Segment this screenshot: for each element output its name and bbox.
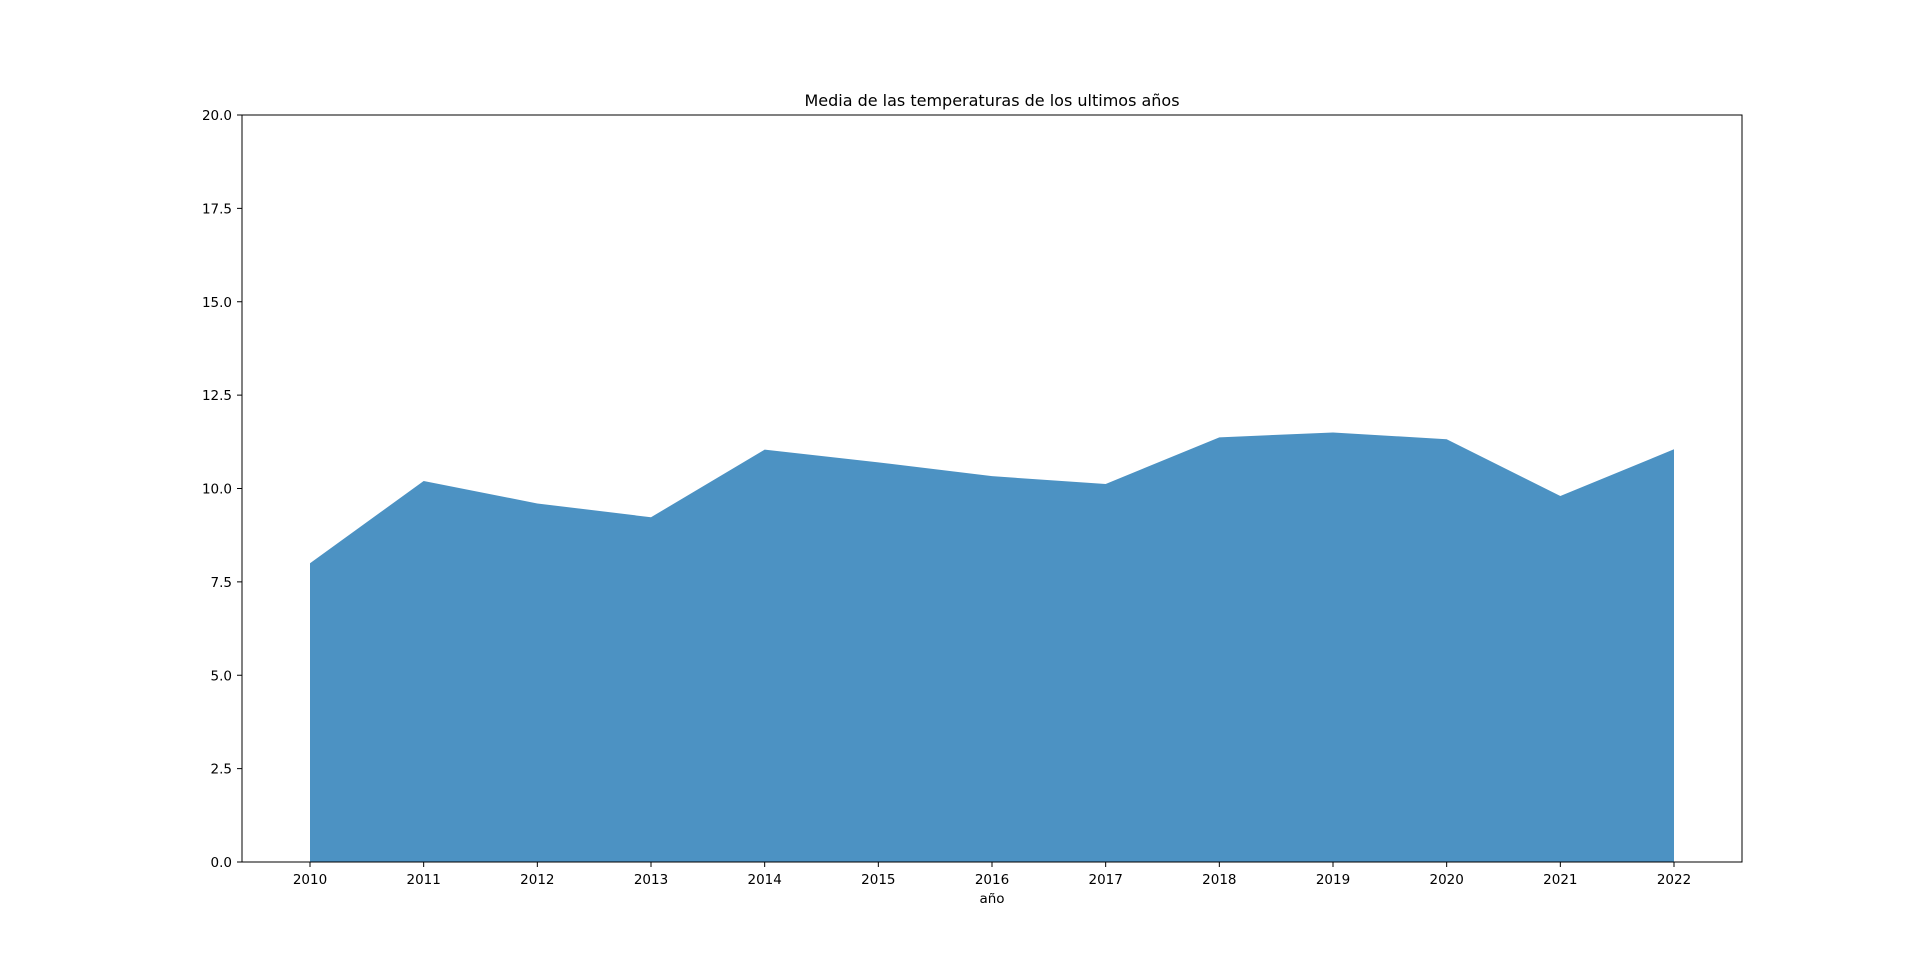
chart-title: Media de las temperaturas de los ultimos… <box>804 91 1179 110</box>
x-tick-label: 2015 <box>861 872 895 888</box>
x-tick-label: 2017 <box>1088 872 1122 888</box>
y-tick-label: 20.0 <box>202 108 232 124</box>
y-tick-label: 15.0 <box>202 295 232 311</box>
x-axis-label: año <box>979 891 1004 907</box>
x-tick-label: 2019 <box>1316 872 1350 888</box>
x-tick-label: 2013 <box>634 872 668 888</box>
y-axis: 0.0 2.5 5.0 7.5 10.0 12.5 15.0 17.5 20.0 <box>202 108 242 871</box>
x-tick-label: 2010 <box>293 872 327 888</box>
y-tick-label: 12.5 <box>202 388 232 404</box>
y-tick-label: 17.5 <box>202 201 232 217</box>
y-tick-label: 2.5 <box>211 762 232 778</box>
x-tick-label: 2022 <box>1657 872 1691 888</box>
x-tick-label: 2016 <box>975 872 1009 888</box>
area-layer <box>310 432 1674 862</box>
y-tick-label: 5.0 <box>211 668 232 684</box>
x-tick-label: 2014 <box>747 872 781 888</box>
x-tick-label: 2018 <box>1202 872 1236 888</box>
y-tick-label: 0.0 <box>211 855 232 871</box>
y-tick-label: 10.0 <box>202 482 232 498</box>
x-axis: 2010 2011 2012 2013 2014 2015 2016 2017 2018 2019… <box>293 862 1691 888</box>
x-tick-label: 2012 <box>520 872 554 888</box>
x-tick-label: 2021 <box>1543 872 1577 888</box>
x-tick-label: 2011 <box>406 872 440 888</box>
area-fill <box>310 432 1674 862</box>
x-tick-label: 2020 <box>1429 872 1463 888</box>
y-tick-label: 7.5 <box>211 575 232 591</box>
